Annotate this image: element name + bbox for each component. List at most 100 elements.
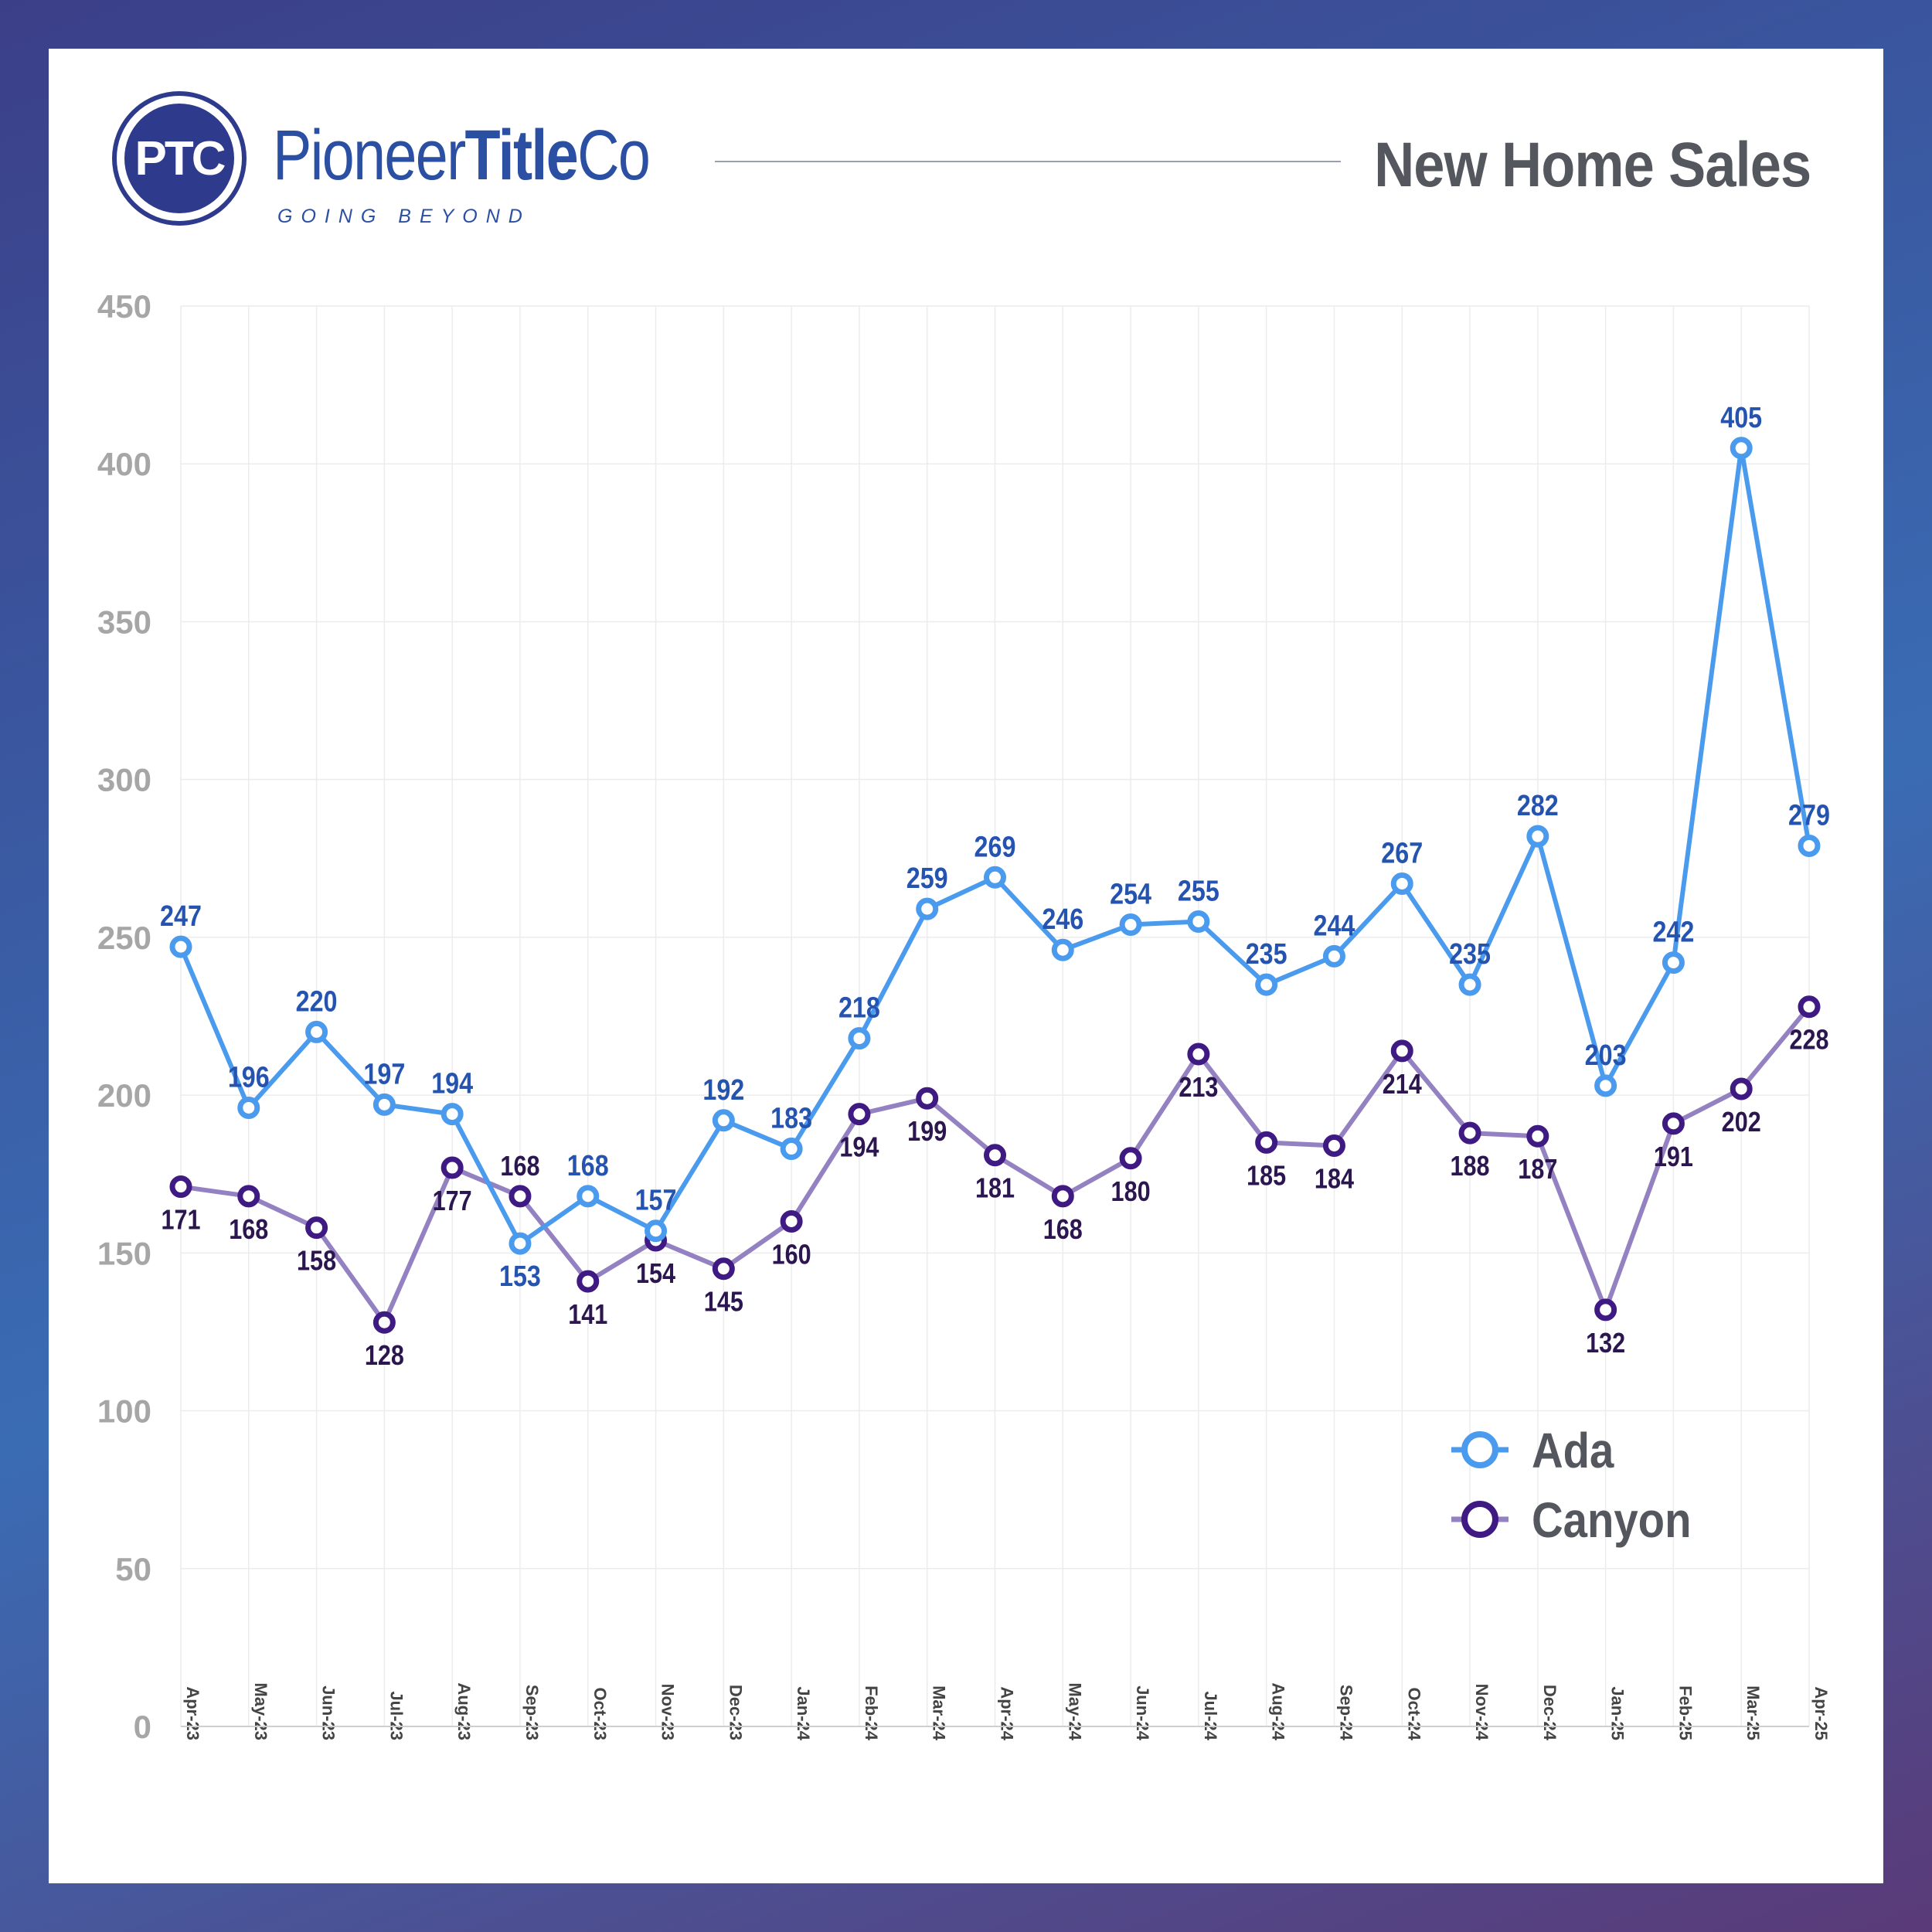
ada-data-label: 244 bbox=[1314, 910, 1355, 942]
canyon-data-label: 188 bbox=[1451, 1151, 1490, 1182]
canyon-data-label: 228 bbox=[1789, 1025, 1828, 1056]
y-tick-label: 450 bbox=[97, 288, 151, 325]
ada-data-label: 259 bbox=[906, 862, 948, 895]
ada-point bbox=[848, 1027, 871, 1050]
ada-point bbox=[1662, 951, 1685, 975]
ada-point bbox=[440, 1103, 464, 1126]
canyon-point bbox=[780, 1209, 803, 1233]
canyon-point bbox=[1730, 1077, 1753, 1100]
ada-point bbox=[577, 1185, 600, 1208]
canyon-point bbox=[916, 1087, 939, 1110]
x-tick-label: Jul-23 bbox=[386, 1691, 406, 1740]
legend-ada-marker bbox=[1461, 1431, 1498, 1468]
ada-point bbox=[1051, 938, 1074, 961]
x-tick-label: Jun-23 bbox=[319, 1685, 338, 1740]
canyon-point bbox=[1458, 1121, 1481, 1145]
ada-point bbox=[372, 1093, 396, 1116]
canyon-data-label: 199 bbox=[907, 1117, 947, 1148]
ada-data-label: 255 bbox=[1178, 875, 1219, 907]
brand-name: PioneerTitleCo bbox=[273, 120, 651, 191]
brand-part-1: Pioneer bbox=[273, 116, 466, 195]
canyon-point bbox=[372, 1311, 396, 1334]
ada-point bbox=[169, 935, 192, 958]
x-tick-label: Dec-23 bbox=[726, 1685, 745, 1740]
ada-data-label: 218 bbox=[838, 992, 880, 1024]
ada-data-label: 269 bbox=[975, 831, 1016, 863]
x-tick-label: Apr-23 bbox=[183, 1686, 202, 1740]
x-tick-label: Sep-23 bbox=[522, 1685, 542, 1740]
canyon-data-label: 158 bbox=[297, 1246, 336, 1277]
canyon-point bbox=[1051, 1185, 1074, 1208]
ada-data-label: 242 bbox=[1652, 916, 1694, 948]
canyon-data-label: 180 bbox=[1111, 1177, 1151, 1208]
ada-data-label: 203 bbox=[1585, 1039, 1627, 1071]
brand-part-3: Co bbox=[577, 116, 651, 195]
x-tick-label: Apr-25 bbox=[1811, 1686, 1831, 1740]
ada-point bbox=[1390, 872, 1413, 895]
y-tick-label: 250 bbox=[97, 920, 151, 956]
x-tick-label: Dec-24 bbox=[1540, 1685, 1560, 1741]
canyon-point bbox=[1187, 1043, 1210, 1066]
canyon-data-label: 141 bbox=[568, 1300, 607, 1331]
y-tick-label: 200 bbox=[97, 1077, 151, 1114]
canyon-point bbox=[1119, 1147, 1142, 1170]
canyon-point bbox=[305, 1216, 328, 1240]
canyon-data-label: 168 bbox=[1043, 1215, 1083, 1246]
x-tick-label: Nov-24 bbox=[1472, 1684, 1492, 1741]
canyon-data-label: 160 bbox=[772, 1240, 811, 1270]
canyon-data-label: 128 bbox=[365, 1341, 404, 1372]
chart-card: PTC PioneerTitleCo GOING BEYOND New Home… bbox=[49, 49, 1883, 1883]
brand-tagline: GOING BEYOND bbox=[277, 206, 531, 227]
ada-point bbox=[1119, 913, 1142, 937]
x-tick-label: May-23 bbox=[251, 1682, 270, 1740]
canyon-data-label: 168 bbox=[500, 1151, 539, 1182]
canyon-data-label: 171 bbox=[161, 1205, 200, 1236]
ada-data-label: 192 bbox=[702, 1073, 744, 1106]
ada-data-label: 220 bbox=[296, 985, 338, 1018]
canyon-data-label: 194 bbox=[839, 1132, 879, 1163]
ada-point bbox=[237, 1096, 260, 1119]
canyon-data-label: 191 bbox=[1654, 1142, 1693, 1173]
canyon-point bbox=[1594, 1298, 1617, 1321]
x-tick-label: Jan-25 bbox=[1608, 1686, 1628, 1740]
canyon-point bbox=[984, 1144, 1006, 1167]
x-tick-label: Apr-24 bbox=[998, 1686, 1017, 1740]
ada-data-label: 246 bbox=[1042, 903, 1083, 936]
x-tick-label: Mar-25 bbox=[1743, 1685, 1763, 1740]
ada-data-label: 235 bbox=[1449, 938, 1491, 971]
canyon-data-label: 177 bbox=[433, 1186, 472, 1217]
ada-data-label: 168 bbox=[567, 1149, 609, 1182]
logo-mark: PTC bbox=[124, 104, 234, 213]
ada-data-label: 197 bbox=[363, 1058, 405, 1090]
x-tick-label: Mar-24 bbox=[930, 1685, 949, 1741]
y-tick-label: 300 bbox=[97, 762, 151, 798]
ptc-logo-icon: PTC bbox=[112, 91, 247, 226]
ada-data-label: 196 bbox=[228, 1061, 270, 1094]
canyon-point bbox=[1322, 1134, 1345, 1157]
legend-canyon-label: Canyon bbox=[1532, 1492, 1691, 1548]
x-tick-label: Jan-24 bbox=[794, 1686, 813, 1740]
canyon-data-label: 168 bbox=[229, 1215, 268, 1246]
x-tick-label: Oct-24 bbox=[1404, 1688, 1423, 1741]
x-tick-label: Nov-23 bbox=[658, 1684, 678, 1740]
ada-point bbox=[645, 1219, 668, 1243]
ada-point bbox=[1730, 437, 1753, 460]
ada-data-label: 157 bbox=[635, 1184, 677, 1216]
ada-point bbox=[916, 897, 939, 920]
ada-point bbox=[1798, 834, 1821, 857]
ada-data-label: 405 bbox=[1720, 401, 1762, 434]
header-divider bbox=[715, 161, 1341, 162]
x-tick-label: Sep-24 bbox=[1336, 1685, 1355, 1741]
canyon-point bbox=[1798, 995, 1821, 1019]
canyon-data-label: 202 bbox=[1722, 1107, 1761, 1138]
x-tick-label: May-24 bbox=[1065, 1682, 1084, 1740]
canyon-data-label: 185 bbox=[1247, 1161, 1286, 1192]
y-tick-label: 350 bbox=[97, 604, 151, 640]
x-tick-label: Jun-24 bbox=[1133, 1685, 1152, 1741]
x-tick-label: Feb-24 bbox=[862, 1685, 881, 1741]
ada-point bbox=[1594, 1074, 1617, 1097]
chart-title: New Home Sales bbox=[1373, 130, 1811, 200]
ada-point bbox=[509, 1232, 532, 1255]
canyon-point bbox=[237, 1185, 260, 1208]
y-tick-label: 100 bbox=[97, 1393, 151, 1430]
